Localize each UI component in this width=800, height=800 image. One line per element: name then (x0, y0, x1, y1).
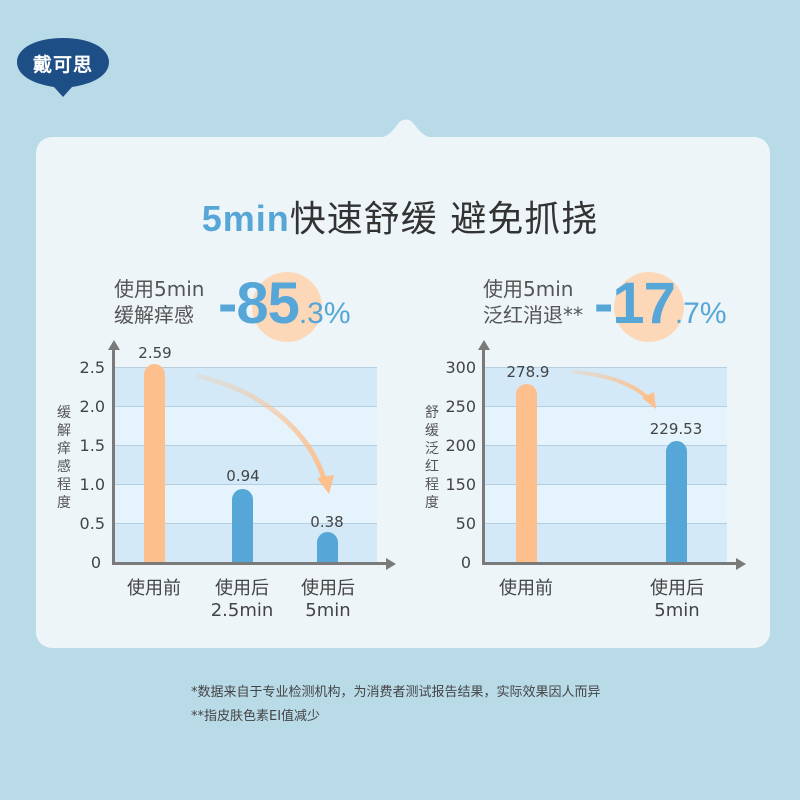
bar-after-5min (317, 532, 338, 562)
bar-value-label: 0.94 (226, 467, 260, 485)
highlight-circle (614, 272, 684, 342)
x-axis-arrow-icon (736, 557, 746, 570)
logo-text: 戴可思 (32, 54, 93, 76)
logo-badge-icon (17, 38, 109, 97)
bar-after-5min (666, 441, 687, 562)
bar-before (516, 384, 537, 562)
highlight-circle (252, 272, 322, 342)
stat-label-line1: 使用5min (114, 277, 205, 301)
bar-value-label: 0.38 (310, 513, 344, 531)
stat-value-redness: -17.7% (594, 270, 727, 337)
y-tick: 200 (445, 436, 476, 455)
x-axis (112, 562, 387, 565)
footnote: **指皮肤色素EI值减少 (191, 709, 321, 724)
stat-label-redness: 使用5min 泛红消退** (483, 276, 583, 328)
bar-value-label: 2.59 (138, 344, 172, 362)
y-tick: 2.0 (79, 397, 105, 416)
y-tick: 150 (445, 475, 476, 494)
y-axis (112, 348, 115, 564)
footnote: *数据来自于专业检测机构，为消费者测试报告结果，实际效果因人而异 (191, 685, 601, 700)
x-label: 使用后 5min (301, 578, 355, 621)
title-accent: 5min (201, 198, 290, 239)
x-axis (482, 562, 737, 565)
stat-label-itch: 使用5min 缓解痒感 (114, 276, 204, 328)
title-text: 快速舒缓 避免抓挠 (289, 199, 599, 240)
x-label: 使用后 2.5min (210, 578, 274, 621)
stat-value-big: -85 (218, 271, 300, 336)
page-title: 5min快速舒缓 避免抓挠 (0, 190, 800, 242)
y-tick: 0 (460, 553, 471, 572)
y-axis (482, 348, 485, 564)
x-label: 使用前 (127, 578, 181, 599)
y-tick: 2.5 (79, 358, 105, 377)
brand-logo: 戴可思 (16, 36, 110, 98)
y-axis-arrow-icon (107, 340, 120, 350)
y-tick: 0 (90, 553, 101, 572)
bar-before (144, 364, 165, 562)
x-label: 使用后 5min (650, 578, 704, 621)
y-axis-label: 舒缓泛红程度 (425, 405, 439, 511)
bar-value-label: 278.9 (506, 363, 550, 381)
y-tick: 0.5 (79, 514, 105, 533)
y-tick: 50 (455, 514, 476, 533)
stat-label-line2: 缓解痒感 (114, 303, 194, 327)
stat-label-line2: 泛红消退** (483, 303, 583, 327)
y-axis-label: 缓解痒感程度 (57, 405, 71, 511)
bar-after-2-5min (232, 489, 253, 562)
x-axis-arrow-icon (386, 557, 396, 570)
stat-label-line1: 使用5min (483, 277, 574, 301)
card-notch-icon (366, 119, 446, 140)
y-tick: 300 (445, 358, 476, 377)
stat-value-big: -17 (594, 271, 676, 336)
bar-value-label: 229.53 (649, 420, 703, 438)
y-tick: 1.5 (79, 436, 105, 455)
x-label: 使用前 (499, 578, 553, 599)
y-tick: 250 (445, 397, 476, 416)
stat-value-small: .7% (674, 297, 727, 330)
y-axis-arrow-icon (477, 340, 490, 350)
y-tick: 1.0 (79, 475, 105, 494)
stat-value-itch: -85.3% (218, 270, 351, 337)
stat-value-small: .3% (298, 297, 351, 330)
